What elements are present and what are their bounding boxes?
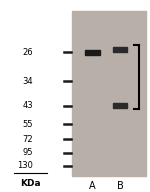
Bar	[113, 103, 127, 108]
Text: B: B	[117, 181, 123, 191]
Bar	[113, 47, 127, 52]
Text: 55: 55	[22, 120, 33, 129]
Text: 26: 26	[22, 48, 33, 57]
Text: 34: 34	[22, 77, 33, 86]
Text: 130: 130	[17, 161, 33, 170]
Text: 43: 43	[22, 101, 33, 110]
Text: 95: 95	[22, 148, 33, 157]
Bar	[85, 50, 100, 55]
Text: 72: 72	[22, 135, 33, 144]
Text: A: A	[89, 181, 96, 191]
Bar	[72, 11, 146, 176]
Text: KDa: KDa	[20, 179, 40, 188]
